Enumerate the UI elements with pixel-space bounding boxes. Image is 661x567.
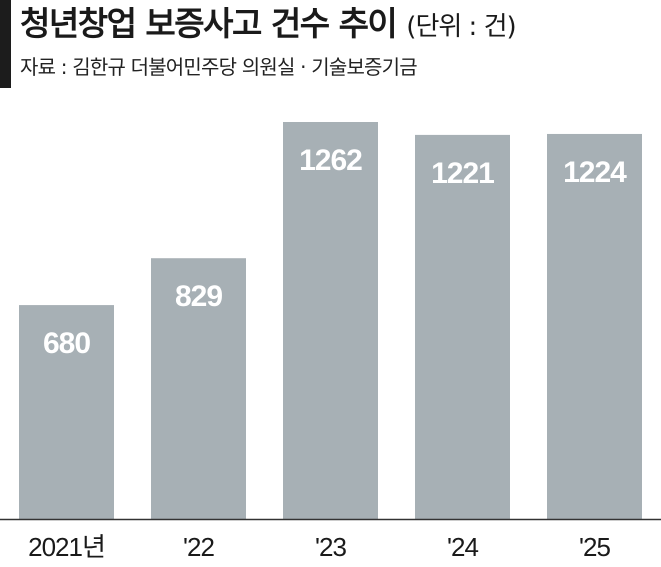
- x-tick-label-2: '22: [183, 532, 214, 562]
- x-tick-label-1: 2021년: [28, 532, 105, 562]
- bar-3: [283, 122, 378, 519]
- bar-value-label-2: 829: [175, 280, 222, 313]
- chart-title: 청년창업 보증사고 건수 추이: [20, 4, 398, 43]
- bar-value-label-1: 680: [43, 327, 90, 360]
- x-tick-label-3: '23: [315, 532, 346, 562]
- unit-label: (단위 : 건): [406, 12, 516, 42]
- bar-1: [19, 305, 114, 519]
- source-note: 자료 : 김한규 더불어민주당 의원실 · 기술보증기금: [20, 55, 418, 79]
- bar-2: [151, 258, 246, 519]
- title-accent-bar: [0, 0, 11, 88]
- x-tick-label-5: '25: [579, 532, 610, 562]
- chart-title-block: 청년창업 보증사고 건수 추이 (단위 : 건): [20, 2, 517, 49]
- bar-5: [547, 133, 642, 519]
- bar-value-label-3: 1262: [299, 144, 362, 177]
- x-tick-label-4: '24: [447, 532, 478, 562]
- bar-value-label-4: 1221: [431, 157, 494, 190]
- bar-4: [415, 134, 510, 520]
- bar-value-label-5: 1224: [563, 156, 627, 189]
